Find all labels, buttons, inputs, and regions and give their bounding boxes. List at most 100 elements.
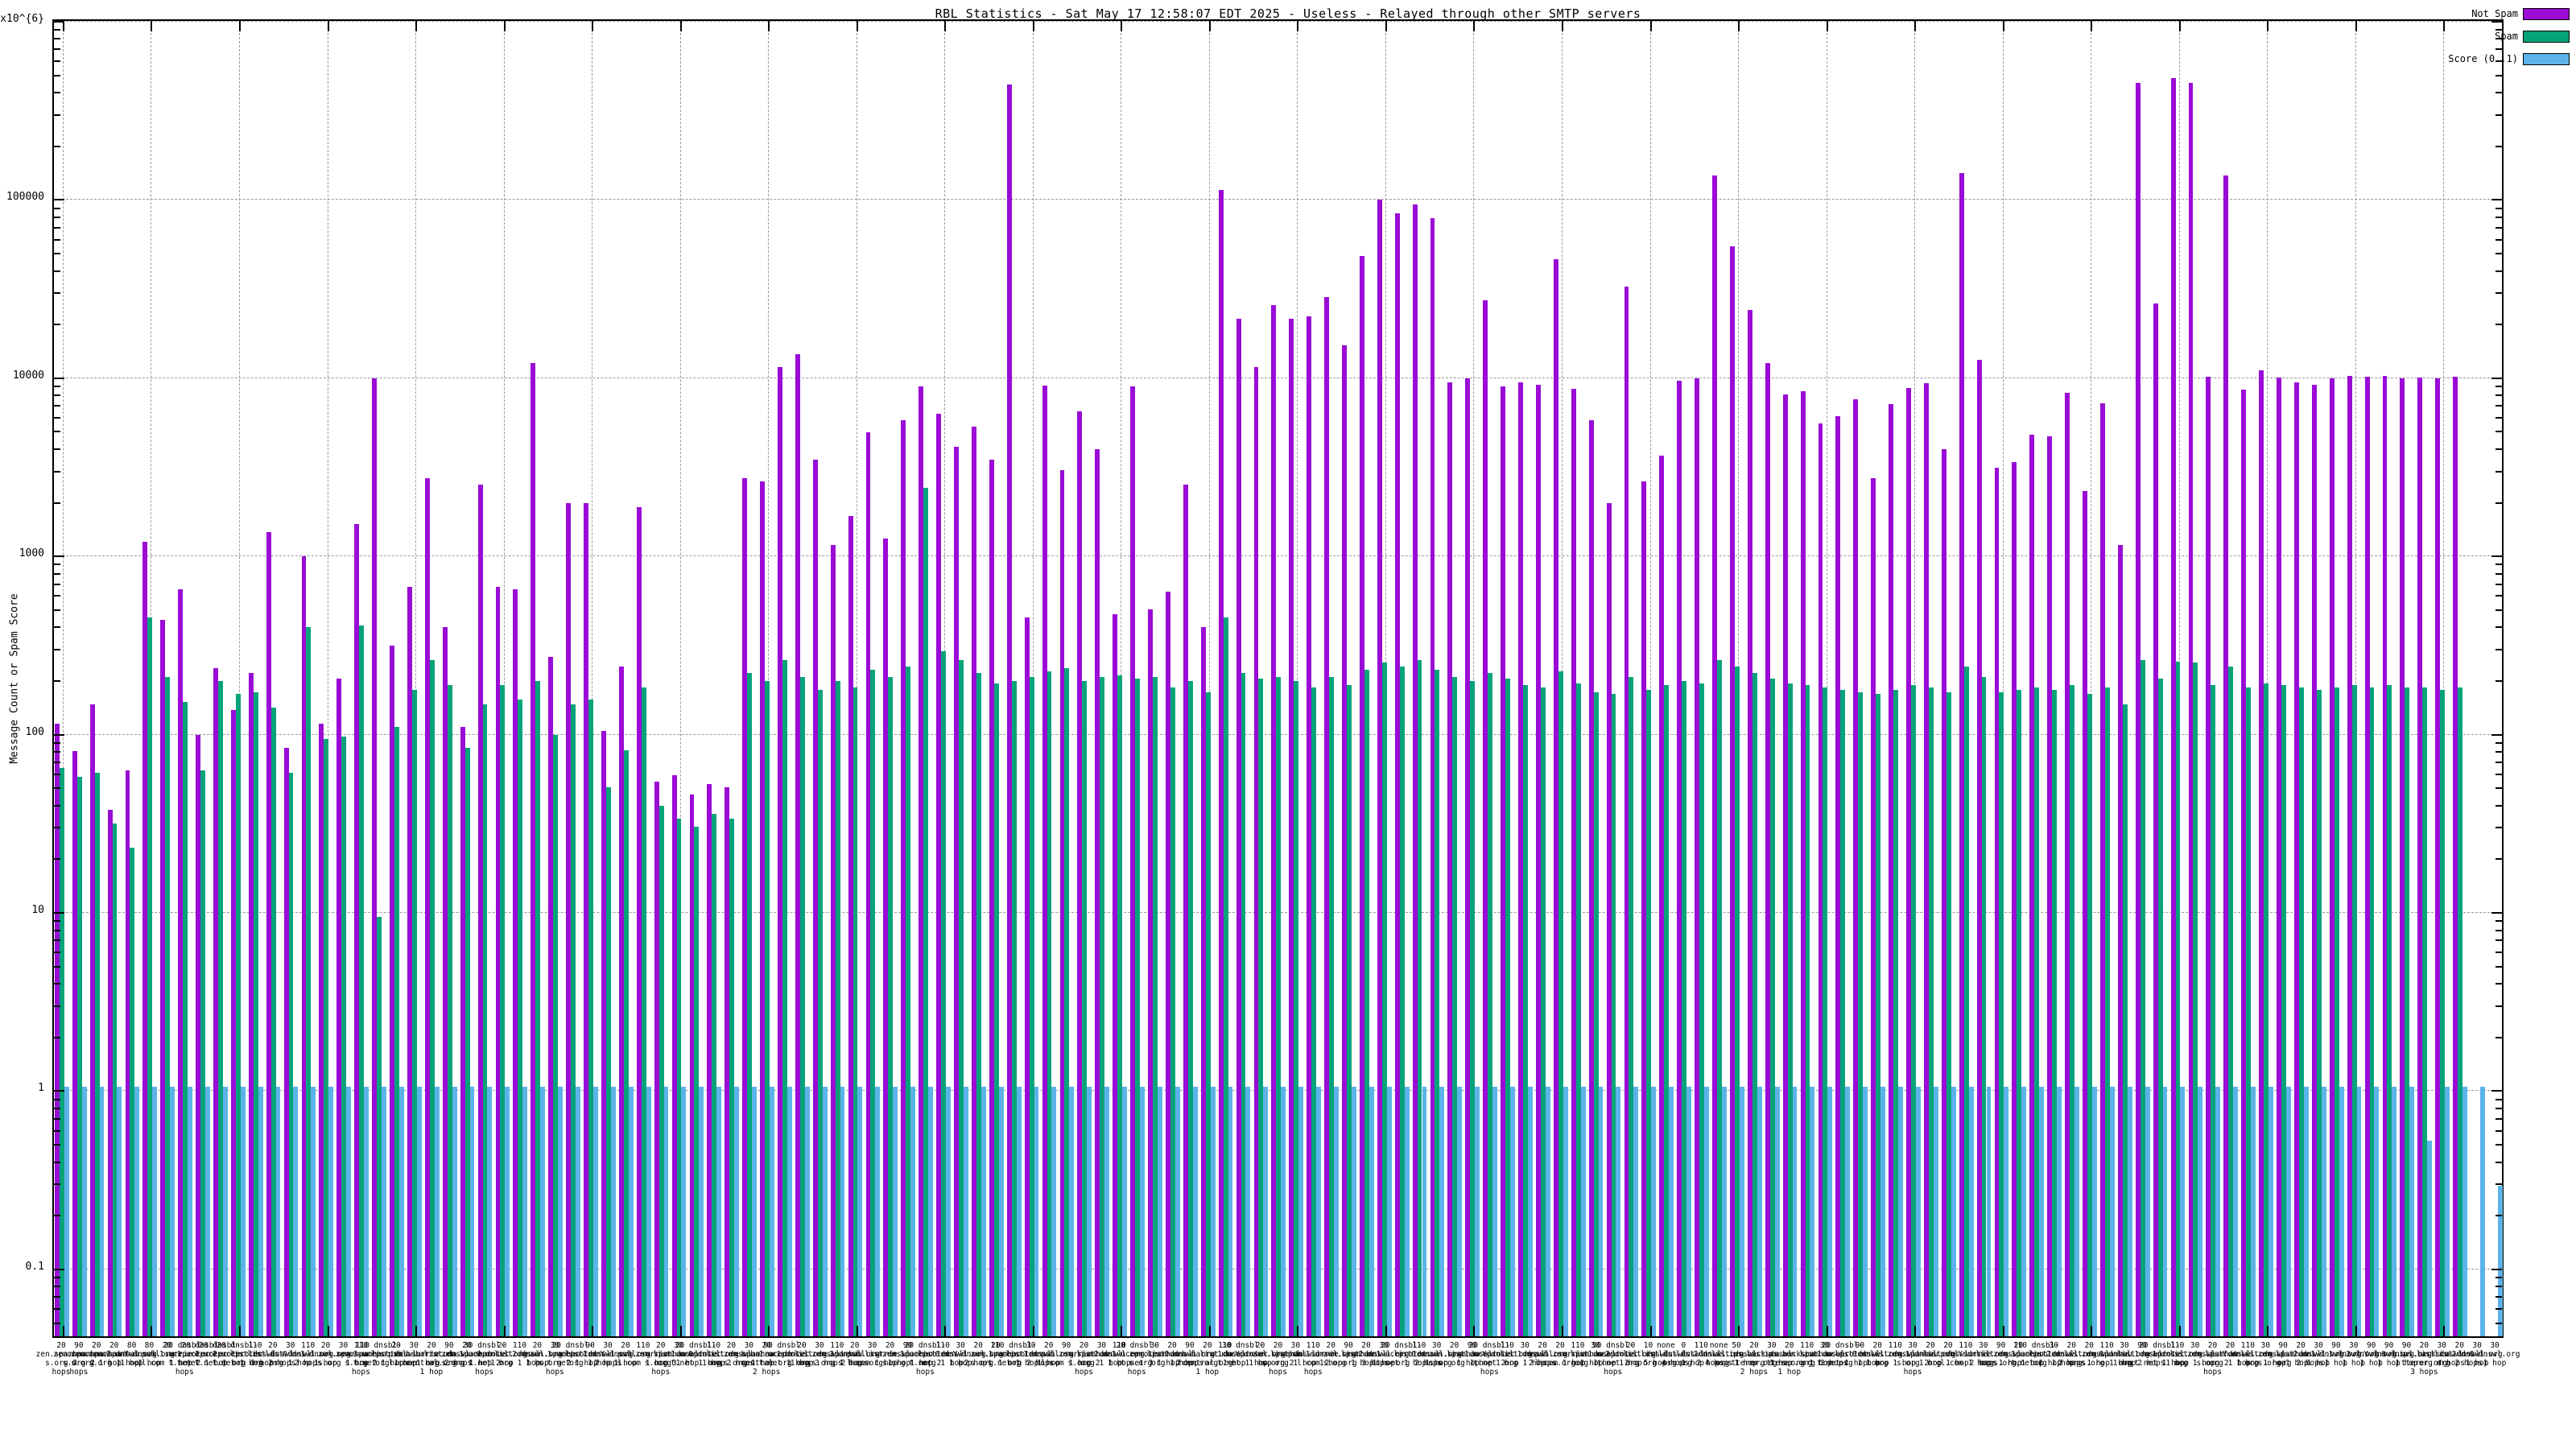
bar-score[interactable] [681,1087,687,1336]
bar-score[interactable] [1228,1087,1233,1336]
bar-spam[interactable] [747,673,753,1336]
bar-spam[interactable] [1311,687,1317,1336]
bar-group[interactable] [2417,21,2434,1336]
bar-group[interactable] [301,21,318,1336]
bar-group[interactable] [1430,21,1447,1336]
bar-not-spam[interactable] [1006,85,1012,1336]
bar-score[interactable] [2162,1087,2168,1336]
bar-not-spam[interactable] [778,366,782,1336]
bar-spam[interactable] [906,666,911,1336]
bar-spam[interactable] [1223,617,1228,1336]
bar-score[interactable] [487,1087,493,1336]
bar-spam[interactable] [288,773,294,1336]
bar-not-spam[interactable] [2277,377,2281,1336]
bar-not-spam[interactable] [2364,376,2370,1336]
bar-score[interactable] [81,1087,87,1336]
bar-score[interactable] [452,1087,457,1336]
bar-score[interactable] [1122,1087,1127,1336]
bar-score[interactable] [1633,1087,1639,1336]
bar-score[interactable] [2268,1087,2273,1336]
bar-group[interactable] [1835,21,1852,1336]
bar-group[interactable] [54,21,71,1336]
bar-score[interactable] [1210,1087,1216,1336]
bar-not-spam[interactable] [1712,175,1717,1336]
bar-group[interactable] [1394,21,1411,1336]
bar-spam[interactable] [1664,685,1670,1336]
bar-group[interactable] [2047,21,2063,1336]
bar-spam[interactable] [2440,689,2446,1336]
bar-score[interactable] [1087,1087,1092,1336]
bar-group[interactable] [2223,21,2240,1336]
bar-not-spam[interactable] [2206,376,2211,1336]
bar-group[interactable] [1871,21,1887,1336]
bar-score[interactable] [1951,1087,1956,1336]
bar-not-spam[interactable] [1253,366,1259,1336]
bar-not-spam[interactable] [1148,609,1153,1336]
bar-score[interactable] [469,1087,475,1336]
bar-spam[interactable] [1258,679,1264,1336]
bar-score[interactable] [2198,1087,2203,1336]
bar-group[interactable] [1113,21,1129,1336]
bar-not-spam[interactable] [1677,380,1682,1336]
bar-spam[interactable] [2122,704,2128,1336]
bar-group[interactable] [2311,21,2328,1336]
bar-group[interactable] [584,21,600,1336]
bar-spam[interactable] [553,734,559,1336]
bar-spam[interactable] [658,805,664,1336]
bar-score[interactable] [1721,1087,1727,1336]
bar-score[interactable] [699,1087,704,1336]
bar-group[interactable] [1729,21,1746,1336]
bar-spam[interactable] [411,689,417,1336]
bar-spam[interactable] [1716,659,1722,1336]
bar-group[interactable] [1359,21,1376,1336]
bar-score[interactable] [398,1087,404,1336]
bar-score[interactable] [2233,1087,2239,1336]
bar-not-spam[interactable] [724,787,730,1336]
bar-score[interactable] [663,1087,669,1336]
bar-score[interactable] [1034,1087,1039,1336]
bar-score[interactable] [910,1087,916,1336]
bar-not-spam[interactable] [2311,385,2317,1336]
bar-score[interactable] [2057,1087,2062,1336]
bar-group[interactable] [566,21,582,1336]
bar-spam[interactable] [676,819,682,1336]
bar-group[interactable] [319,21,335,1336]
bar-group[interactable] [1324,21,1340,1336]
bar-group[interactable] [795,21,811,1336]
bar-score[interactable] [311,1087,316,1336]
bar-group[interactable] [1677,21,1693,1336]
bar-score[interactable] [1351,1087,1356,1336]
bar-not-spam[interactable] [2065,392,2070,1336]
bar-score[interactable] [540,1087,546,1336]
bar-group[interactable] [1606,21,1623,1336]
bar-not-spam[interactable] [1059,469,1065,1336]
bar-group[interactable] [1412,21,1429,1336]
bar-group[interactable] [1889,21,1905,1336]
bar-spam[interactable] [2175,661,2181,1336]
bar-not-spam[interactable] [883,538,889,1336]
bar-score[interactable] [2109,1087,2115,1336]
bar-spam[interactable] [1381,663,1387,1336]
bar-spam[interactable] [1876,694,1881,1336]
bar-group[interactable] [883,21,899,1336]
bar-score[interactable] [1510,1087,1515,1336]
bar-not-spam[interactable] [1430,218,1435,1336]
bar-not-spam[interactable] [442,627,448,1336]
bar-group[interactable] [2293,21,2310,1336]
bar-group[interactable] [2471,21,2487,1336]
bar-not-spam[interactable] [125,770,130,1336]
bar-not-spam[interactable] [972,426,976,1336]
bar-spam[interactable] [1523,685,1528,1336]
bar-score[interactable] [928,1087,934,1336]
bar-spam[interactable] [799,677,805,1336]
bar-spam[interactable] [76,777,82,1336]
bar-not-spam[interactable] [2047,436,2053,1336]
bar-not-spam[interactable] [2083,491,2088,1336]
bar-group[interactable] [1501,21,1517,1336]
bar-spam[interactable] [1187,680,1193,1336]
bar-not-spam[interactable] [707,784,712,1336]
bar-group[interactable] [1042,21,1059,1336]
bar-score[interactable] [2462,1087,2467,1336]
bar-score[interactable] [1704,1087,1709,1336]
bar-score[interactable] [1827,1087,1833,1336]
